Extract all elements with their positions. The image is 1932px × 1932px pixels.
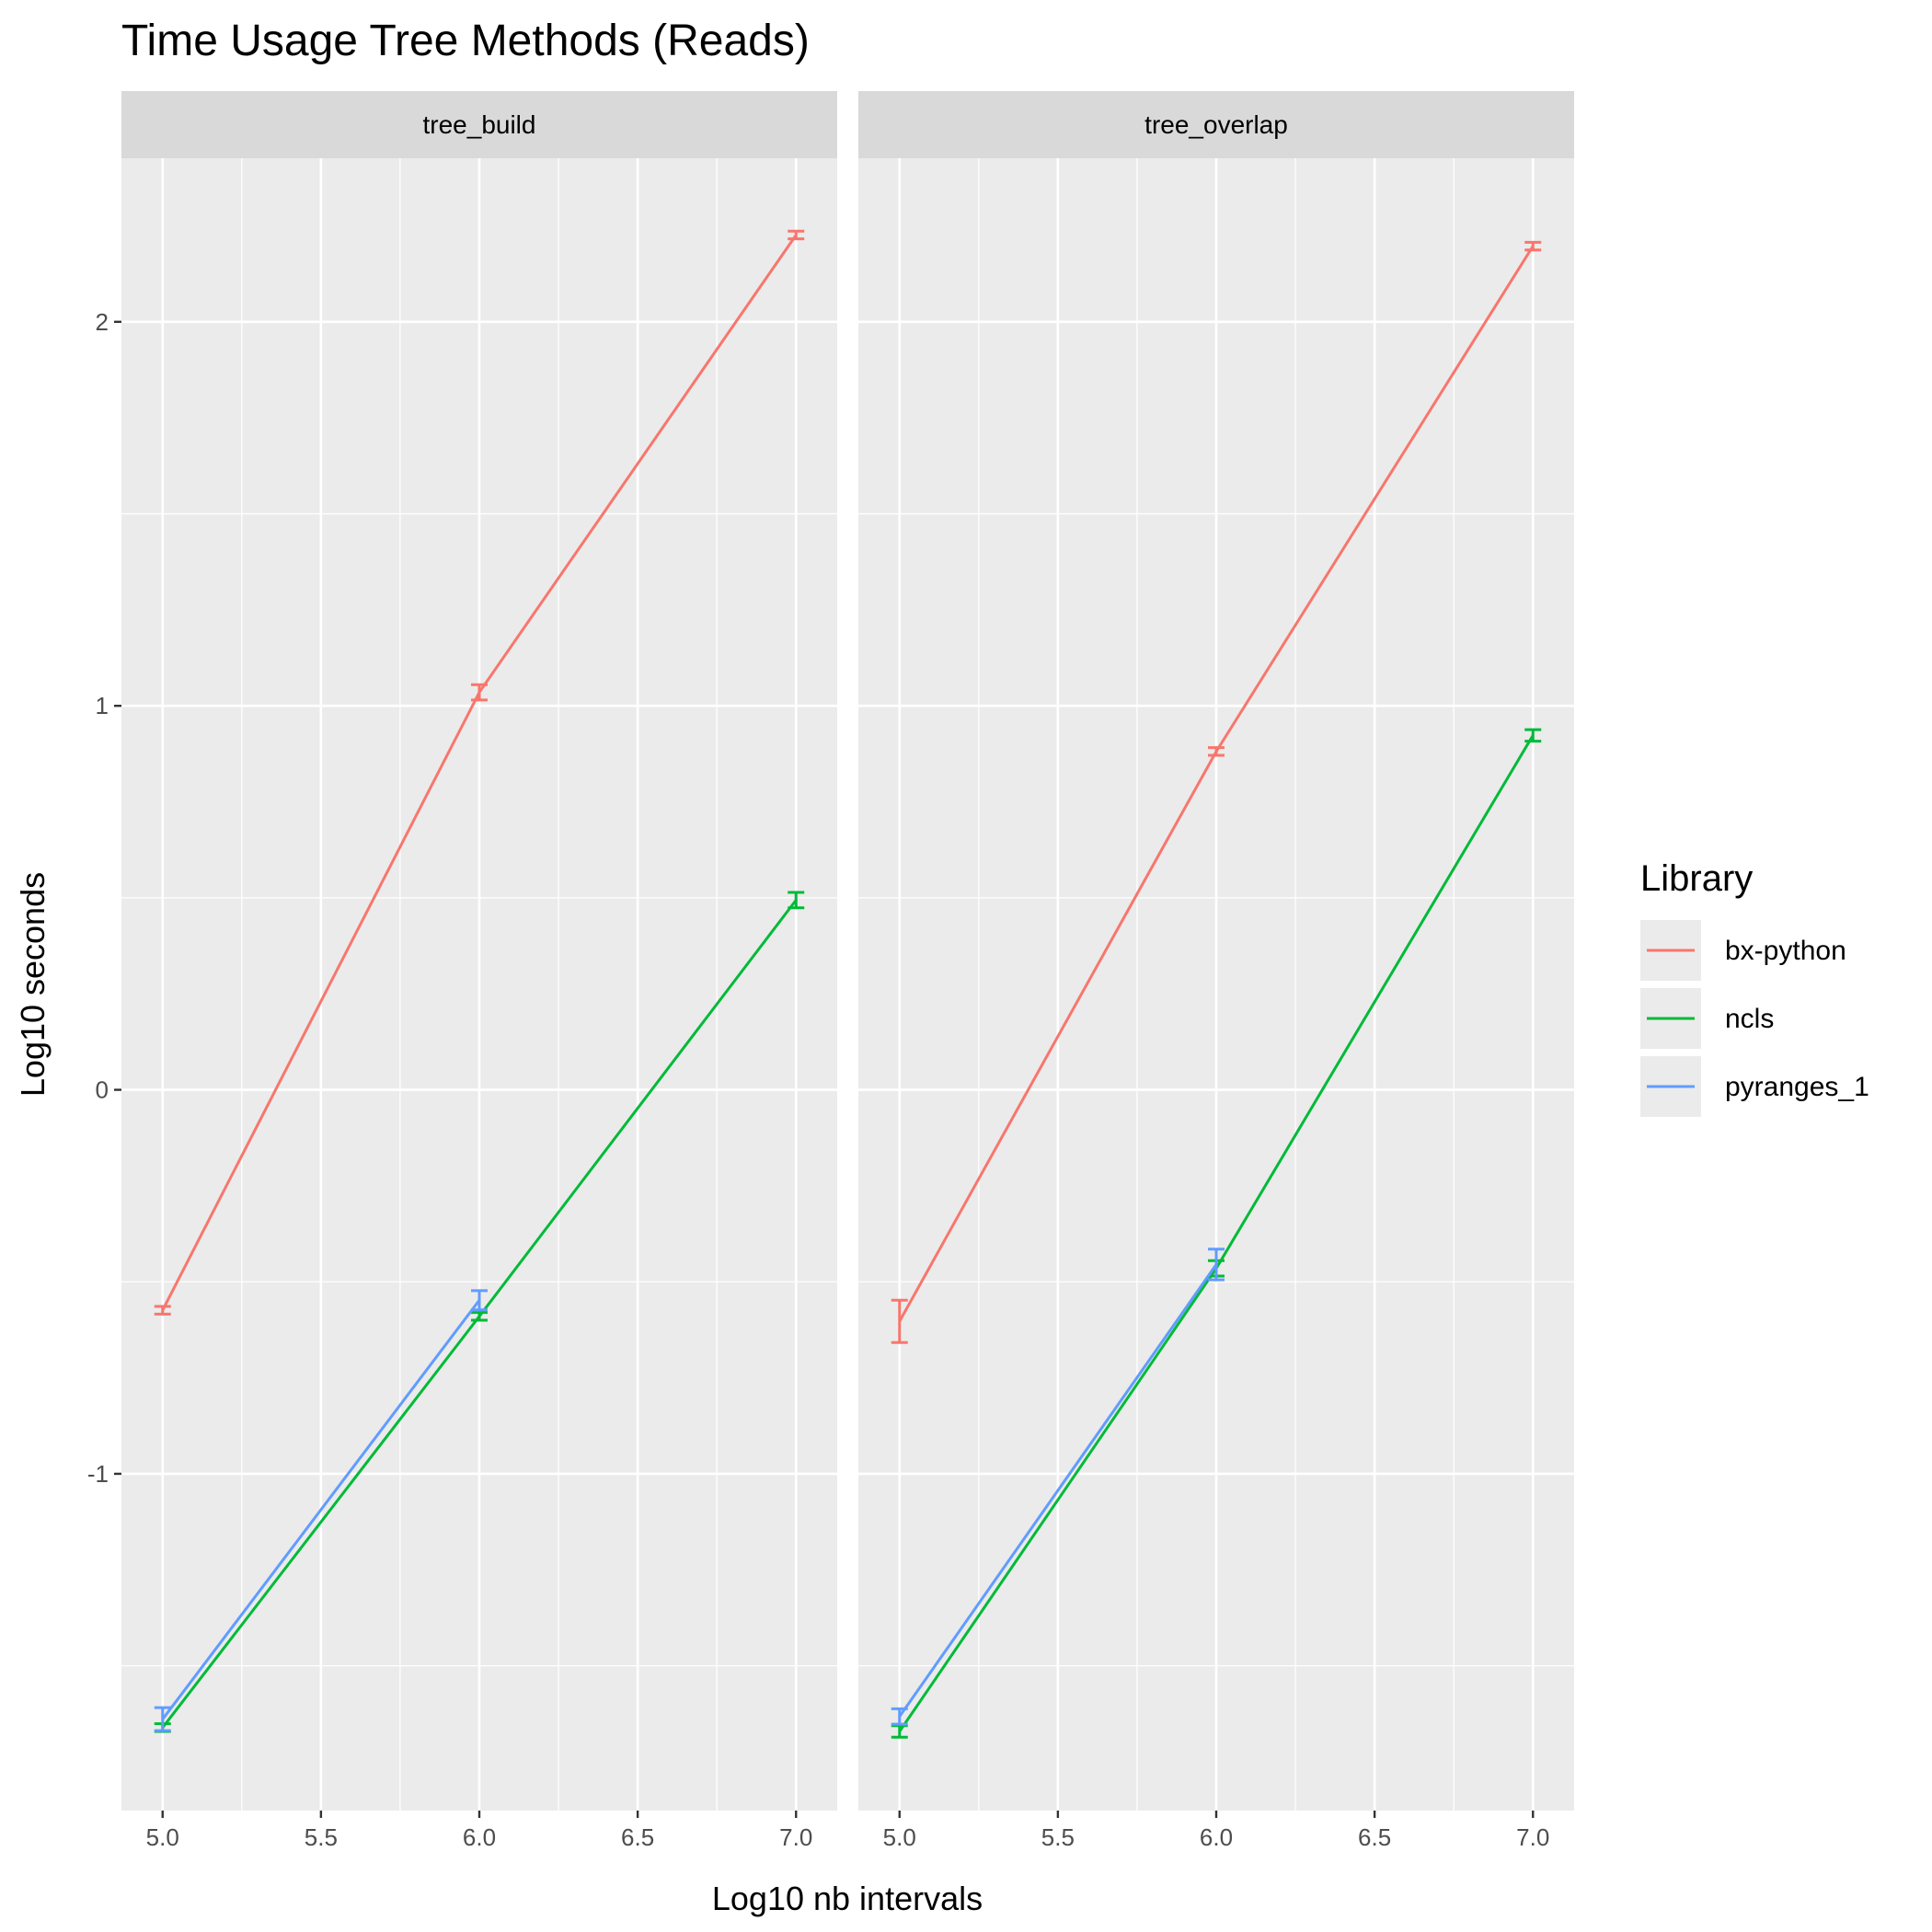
x-tick-label: 7.0 [1516, 1823, 1549, 1851]
y-axis-title: Log10 seconds [14, 872, 52, 1097]
error-bar [891, 1707, 908, 1726]
x-tick-label: 6.5 [621, 1823, 654, 1851]
error-bar [471, 1289, 488, 1312]
strip-background [121, 91, 837, 158]
y-tick-label: 1 [96, 692, 109, 719]
legend-label: ncls [1725, 1004, 1774, 1034]
x-tick-label: 6.5 [1358, 1823, 1391, 1851]
legend-label: pyranges_1 [1725, 1072, 1869, 1102]
legend-label: bx-python [1725, 936, 1846, 966]
x-tick-label: 6.0 [1200, 1823, 1233, 1851]
error-bar [1208, 746, 1225, 757]
chart-title: Time Usage Tree Methods (Reads) [121, 17, 810, 65]
x-axis-title: Log10 nb intervals [712, 1880, 983, 1917]
strip-label: tree_overlap [1144, 110, 1288, 139]
x-tick-label: 5.0 [883, 1823, 916, 1851]
error-bar [788, 229, 805, 241]
strip-background [858, 91, 1574, 158]
legend-title: Library [1640, 858, 1753, 899]
x-tick-label: 6.0 [463, 1823, 496, 1851]
y-tick-label: -1 [87, 1460, 109, 1488]
series-line [898, 1263, 1218, 1718]
x-tick-label: 5.5 [305, 1823, 338, 1851]
error-bar [471, 683, 488, 702]
x-tick-label: 5.0 [146, 1823, 179, 1851]
error-bar [154, 1706, 171, 1732]
x-tick-label: 5.5 [1041, 1823, 1075, 1851]
x-tick-label: 7.0 [779, 1823, 812, 1851]
error-bar [471, 1311, 488, 1322]
error-bar [154, 1305, 171, 1316]
series-line [161, 1299, 481, 1720]
error-bar [1524, 728, 1542, 743]
error-bar [891, 1724, 908, 1739]
error-bar [788, 891, 805, 910]
error-bar [1208, 1248, 1225, 1282]
y-tick-label: 2 [96, 308, 109, 336]
error-bar [1524, 240, 1542, 252]
strip-label: tree_build [423, 110, 536, 139]
error-bar [891, 1298, 908, 1344]
y-tick-label: 0 [96, 1076, 109, 1104]
